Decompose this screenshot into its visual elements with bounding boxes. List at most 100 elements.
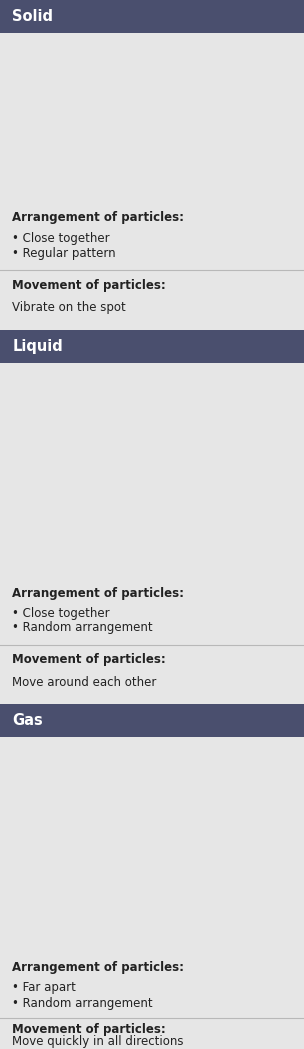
Circle shape bbox=[212, 840, 217, 845]
Circle shape bbox=[137, 458, 171, 491]
Text: Gas: Gas bbox=[12, 713, 43, 728]
Circle shape bbox=[128, 82, 160, 114]
Circle shape bbox=[26, 53, 33, 60]
Circle shape bbox=[210, 127, 216, 133]
Circle shape bbox=[150, 386, 184, 420]
Circle shape bbox=[26, 163, 33, 170]
Text: • Random arrangement: • Random arrangement bbox=[12, 997, 153, 1009]
Circle shape bbox=[182, 470, 188, 476]
Circle shape bbox=[41, 898, 69, 925]
Text: Arrangement of particles:: Arrangement of particles: bbox=[12, 962, 184, 975]
Circle shape bbox=[39, 520, 72, 554]
Circle shape bbox=[165, 155, 197, 188]
Circle shape bbox=[161, 770, 167, 775]
Circle shape bbox=[227, 870, 233, 875]
Circle shape bbox=[209, 762, 237, 789]
Circle shape bbox=[111, 832, 116, 838]
Circle shape bbox=[98, 428, 105, 435]
Circle shape bbox=[26, 90, 33, 97]
Circle shape bbox=[18, 155, 50, 188]
Circle shape bbox=[96, 488, 129, 521]
Circle shape bbox=[56, 492, 89, 526]
Circle shape bbox=[144, 500, 150, 507]
Circle shape bbox=[180, 498, 186, 505]
Circle shape bbox=[208, 904, 214, 909]
Text: Liquid: Liquid bbox=[12, 339, 63, 354]
Circle shape bbox=[212, 464, 219, 471]
Circle shape bbox=[79, 807, 85, 813]
Circle shape bbox=[169, 422, 202, 455]
Circle shape bbox=[131, 792, 159, 820]
Circle shape bbox=[173, 462, 206, 495]
Circle shape bbox=[138, 799, 143, 805]
Circle shape bbox=[14, 794, 42, 822]
Circle shape bbox=[77, 518, 110, 552]
Circle shape bbox=[132, 424, 165, 457]
Circle shape bbox=[83, 872, 89, 877]
Circle shape bbox=[40, 464, 47, 471]
Circle shape bbox=[27, 430, 33, 436]
Circle shape bbox=[65, 500, 71, 507]
Circle shape bbox=[90, 421, 123, 453]
Circle shape bbox=[33, 762, 61, 789]
Circle shape bbox=[171, 490, 204, 523]
Circle shape bbox=[165, 45, 197, 78]
Circle shape bbox=[135, 492, 168, 526]
Circle shape bbox=[65, 384, 99, 418]
Circle shape bbox=[18, 82, 50, 114]
Circle shape bbox=[100, 90, 106, 97]
Circle shape bbox=[136, 127, 143, 133]
Circle shape bbox=[181, 798, 209, 827]
Circle shape bbox=[49, 828, 77, 856]
Circle shape bbox=[67, 459, 101, 493]
Circle shape bbox=[201, 82, 233, 114]
Circle shape bbox=[165, 838, 171, 843]
Text: • Random arrangement: • Random arrangement bbox=[12, 621, 153, 635]
Circle shape bbox=[216, 768, 221, 774]
Circle shape bbox=[173, 163, 179, 170]
Circle shape bbox=[85, 527, 92, 533]
Circle shape bbox=[55, 82, 87, 114]
Text: • Close together: • Close together bbox=[12, 606, 110, 620]
Circle shape bbox=[205, 833, 233, 861]
Circle shape bbox=[18, 119, 50, 151]
Circle shape bbox=[103, 826, 131, 854]
Circle shape bbox=[110, 463, 117, 469]
Text: Vibrate on the spot: Vibrate on the spot bbox=[12, 301, 126, 315]
Circle shape bbox=[154, 902, 159, 908]
Circle shape bbox=[61, 434, 67, 441]
Circle shape bbox=[194, 520, 227, 554]
Circle shape bbox=[109, 392, 142, 425]
Circle shape bbox=[223, 801, 229, 807]
Circle shape bbox=[178, 430, 185, 436]
Text: Movement of particles:: Movement of particles: bbox=[12, 278, 166, 292]
Text: Solid: Solid bbox=[12, 9, 53, 24]
Circle shape bbox=[26, 388, 59, 422]
Circle shape bbox=[201, 898, 229, 925]
Circle shape bbox=[134, 860, 163, 889]
Circle shape bbox=[63, 127, 70, 133]
Circle shape bbox=[146, 896, 174, 924]
Circle shape bbox=[104, 496, 111, 502]
Circle shape bbox=[63, 163, 70, 170]
Circle shape bbox=[55, 119, 87, 151]
Circle shape bbox=[136, 163, 143, 170]
Text: • Regular pattern: • Regular pattern bbox=[12, 247, 116, 259]
Circle shape bbox=[103, 906, 109, 912]
Circle shape bbox=[100, 53, 106, 60]
Circle shape bbox=[52, 426, 85, 459]
Text: Move quickly in all directions: Move quickly in all directions bbox=[12, 1035, 184, 1049]
Circle shape bbox=[56, 834, 62, 840]
Circle shape bbox=[31, 498, 37, 505]
Circle shape bbox=[63, 53, 70, 60]
Circle shape bbox=[40, 768, 46, 774]
Circle shape bbox=[91, 45, 124, 78]
Circle shape bbox=[91, 82, 124, 114]
Circle shape bbox=[188, 805, 194, 811]
Text: Arrangement of particles:: Arrangement of particles: bbox=[12, 586, 184, 599]
Circle shape bbox=[18, 45, 50, 78]
Circle shape bbox=[158, 518, 191, 552]
Circle shape bbox=[220, 862, 248, 891]
Circle shape bbox=[173, 53, 179, 60]
Circle shape bbox=[201, 155, 233, 188]
